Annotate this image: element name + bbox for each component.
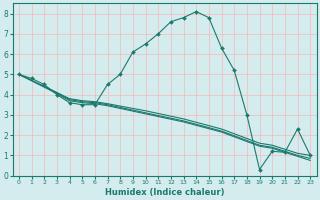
X-axis label: Humidex (Indice chaleur): Humidex (Indice chaleur) xyxy=(105,188,224,197)
